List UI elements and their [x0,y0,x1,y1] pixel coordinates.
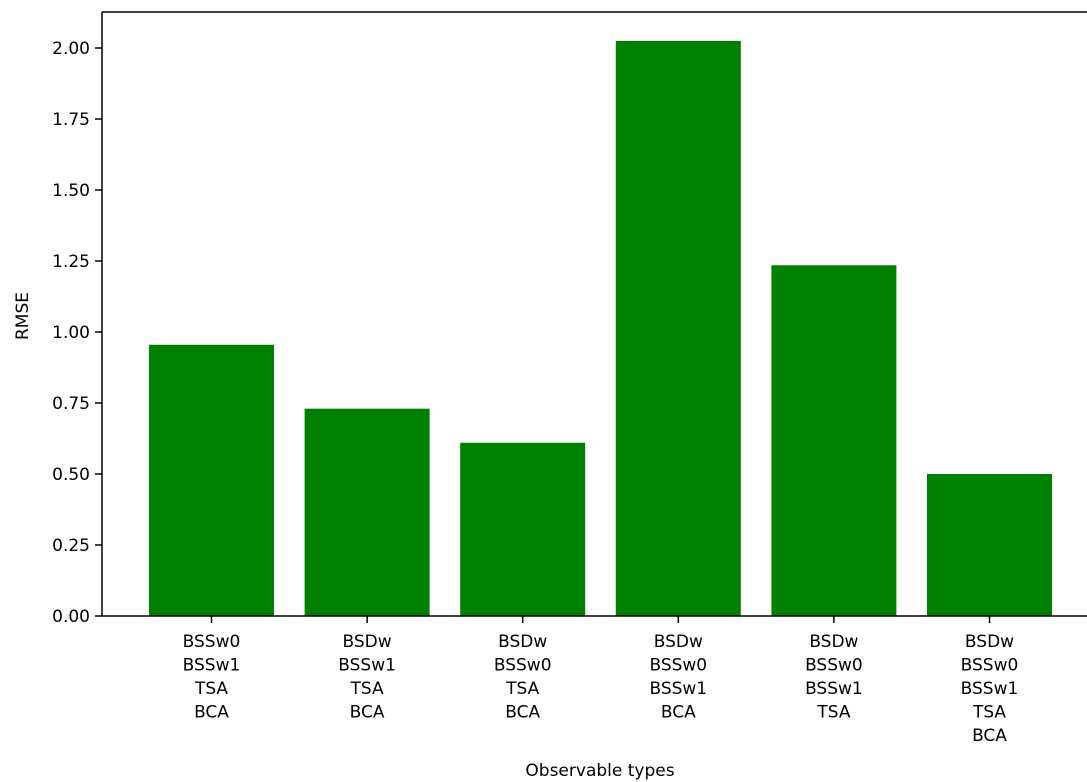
x-tick-label-line: BSDw [498,632,547,652]
x-tick-label-line: TSA [194,679,228,699]
x-tick-label-line: BSDw [965,632,1014,652]
y-tick-label: 1.75 [52,110,90,130]
y-tick-label: 0.00 [52,607,90,627]
x-tick-label-line: BSSw1 [961,679,1019,699]
x-tick-label-line: TSA [816,703,850,723]
x-tick-label: BSDw BSSw0 BSSw1 TSA BCA [961,632,1019,746]
x-axis-ticks: BSSw0 BSSw1 TSA BCA BSDw BSSw1 TSA BCA BSDw BSSw0… [183,616,1019,746]
x-tick-label-line: BSSw1 [183,656,241,676]
bar [460,442,586,616]
x-tick-label-line: BSSw0 [183,632,241,652]
bar [149,344,274,616]
y-tick-label: 1.50 [52,181,90,201]
y-tick-label: 0.75 [52,394,90,414]
x-tick-label-line: TSA [972,703,1006,723]
x-tick-label-line: TSA [350,679,384,699]
x-tick-label-line: BSDw [654,632,703,652]
bar [304,408,430,616]
bar [771,265,897,616]
x-tick-label-line: BSDw [343,632,392,652]
bar [615,40,741,616]
bar [927,474,1052,616]
x-tick-label-line: BCA [350,703,385,723]
y-tick-label: 2.00 [52,39,90,59]
x-axis-label: Observable types [525,761,674,781]
x-tick-label-line: BSSw1 [649,679,707,699]
bars-group [149,40,1052,616]
x-tick-label-line: BSSw1 [338,656,396,676]
x-tick-label-line: BCA [194,703,229,723]
x-tick-label-line: BSSw0 [649,656,707,676]
x-tick-label: BSDw BSSw0 TSA BCA [494,632,552,723]
y-tick-label: 1.00 [52,323,90,343]
x-tick-label-line: TSA [505,679,539,699]
x-tick-label-line: BCA [661,703,696,723]
y-tick-label: 0.25 [52,536,90,556]
x-tick-label-line: BCA [505,703,540,723]
x-tick-label: BSDw BSSw1 TSA BCA [338,632,396,723]
y-axis-label: RMSE [13,292,33,340]
y-tick-label: 1.25 [52,252,90,272]
x-tick-label: BSDw BSSw0 BSSw1 TSA [805,632,863,723]
x-tick-label-line: BSSw0 [494,656,552,676]
x-tick-label-line: BSSw0 [961,656,1019,676]
x-tick-label: BSDw BSSw0 BSSw1 BCA [649,632,707,723]
y-tick-label: 0.50 [52,465,90,485]
y-axis-ticks: 0.00 0.25 0.50 0.75 1.00 1.25 1.50 1.75 2.00 [52,39,102,627]
x-tick-label-line: BSSw0 [805,656,863,676]
x-tick-label: BSSw0 BSSw1 TSA BCA [183,632,241,723]
x-tick-label-line: BCA [972,726,1007,746]
x-tick-label-line: BSSw1 [805,679,863,699]
x-tick-label-line: BSDw [809,632,858,652]
